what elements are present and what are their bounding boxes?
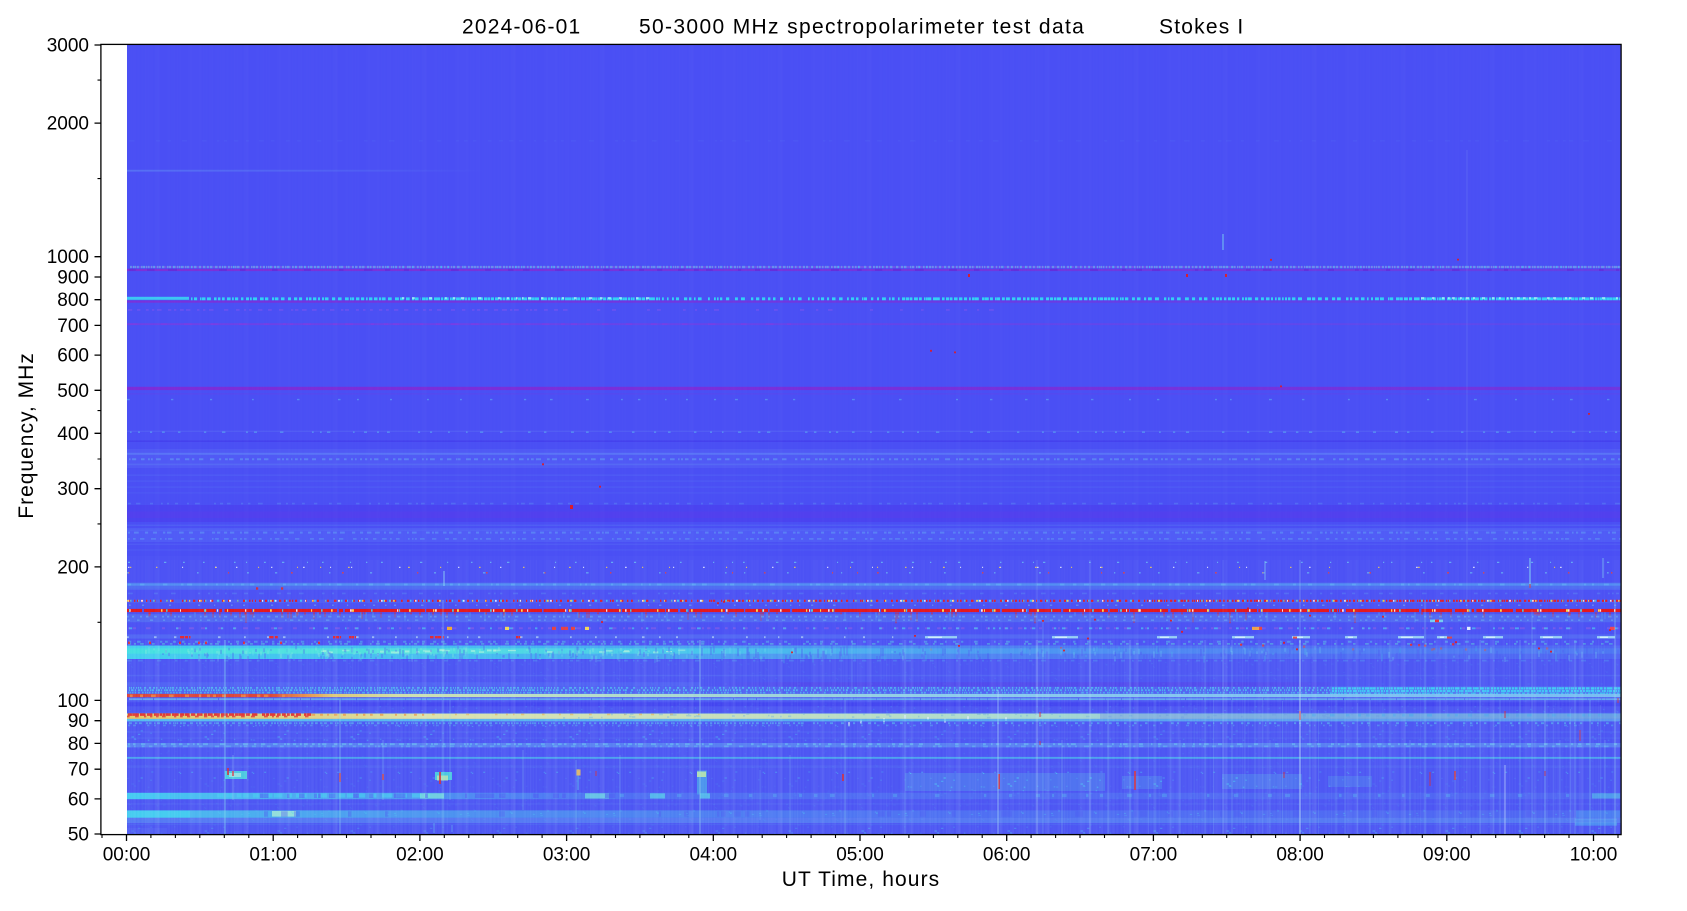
svg-text:1000: 1000	[47, 247, 89, 268]
svg-text:03:00: 03:00	[543, 845, 591, 866]
svg-text:06:00: 06:00	[983, 845, 1031, 866]
svg-text:70: 70	[68, 760, 89, 781]
svg-text:01:00: 01:00	[249, 845, 297, 866]
svg-text:50: 50	[68, 825, 89, 846]
svg-text:2000: 2000	[47, 114, 89, 135]
svg-text:800: 800	[57, 290, 89, 311]
svg-text:00:00: 00:00	[103, 845, 151, 866]
svg-text:04:00: 04:00	[690, 845, 738, 866]
svg-text:600: 600	[57, 346, 89, 367]
svg-text:500: 500	[57, 381, 89, 402]
svg-text:07:00: 07:00	[1130, 845, 1178, 866]
svg-text:50-3000 MHz spectropolarimeter: 50-3000 MHz spectropolarimeter test data	[639, 16, 1085, 39]
svg-text:400: 400	[57, 424, 89, 445]
svg-text:80: 80	[68, 734, 89, 755]
svg-text:09:00: 09:00	[1423, 845, 1471, 866]
svg-text:60: 60	[68, 789, 89, 810]
svg-text:08:00: 08:00	[1276, 845, 1324, 866]
svg-text:700: 700	[57, 316, 89, 337]
svg-text:100: 100	[57, 691, 89, 712]
svg-text:900: 900	[57, 268, 89, 289]
svg-text:Frequency, MHz: Frequency, MHz	[15, 352, 38, 519]
svg-text:10:00: 10:00	[1570, 845, 1618, 866]
svg-text:2024-06-01: 2024-06-01	[462, 16, 581, 39]
svg-text:3000: 3000	[47, 36, 89, 57]
svg-text:Stokes I: Stokes I	[1159, 16, 1244, 39]
svg-text:200: 200	[57, 557, 89, 578]
svg-text:05:00: 05:00	[836, 845, 884, 866]
svg-text:90: 90	[68, 711, 89, 732]
svg-text:300: 300	[57, 479, 89, 500]
svg-text:UT Time, hours: UT Time, hours	[782, 868, 941, 891]
svg-text:02:00: 02:00	[396, 845, 444, 866]
